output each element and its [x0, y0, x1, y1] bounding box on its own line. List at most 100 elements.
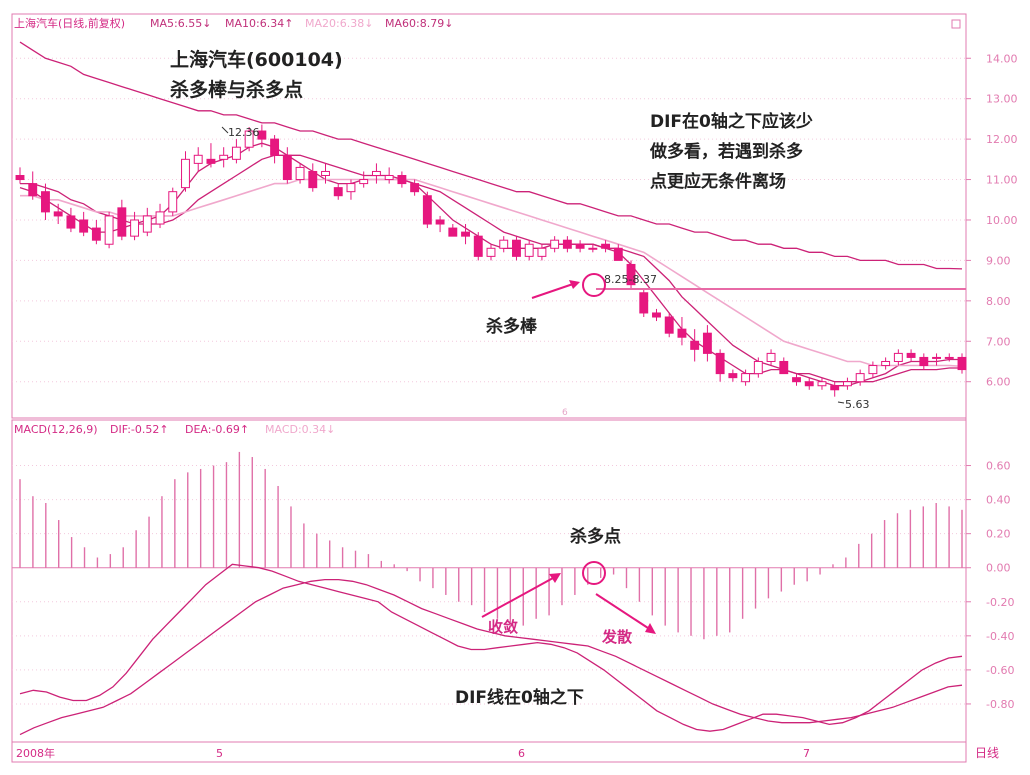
diverge-arrow	[595, 593, 649, 629]
candle-down	[282, 154, 292, 181]
candle-down	[652, 312, 661, 318]
price-tick-label: 7.00	[986, 335, 1011, 348]
candle-up	[855, 373, 865, 383]
candle-down	[79, 219, 89, 233]
candle-down	[53, 211, 63, 217]
candle-up	[321, 170, 330, 177]
macd-lines	[19, 563, 963, 736]
macd-axis-ticks: 0.60 0.40 0.20 0.00 -0.20 -0.40 -0.60 -0.80	[966, 460, 1014, 711]
dif-label: DIF:-0.52↑	[110, 423, 169, 436]
ma20-label: MA20:6.38↓	[305, 17, 373, 30]
title-line2: 杀多棒与杀多点	[170, 78, 303, 101]
candle-down	[626, 263, 636, 286]
candle-down	[28, 183, 38, 197]
candle-down	[15, 175, 25, 181]
candle-up	[537, 247, 547, 257]
ma60-label: MA60:8.79↓	[385, 17, 453, 30]
macd-tick-label: -0.40	[986, 630, 1014, 643]
candle-up	[868, 365, 878, 375]
note-line1: DIF在0轴之下应该少	[650, 111, 813, 132]
ma-line-ma20	[20, 178, 963, 368]
candle-up	[766, 352, 776, 362]
candle-down	[206, 158, 216, 164]
candle-up	[155, 211, 165, 225]
candle-down	[677, 328, 687, 338]
candle-down	[906, 352, 916, 358]
candle-up	[371, 170, 381, 177]
candle-up	[142, 215, 152, 233]
candle-down	[117, 207, 127, 237]
macd-tick-label: 0.40	[986, 494, 1011, 507]
candle-up	[193, 154, 203, 164]
candle-down	[575, 243, 585, 249]
candle-down	[435, 219, 445, 225]
candle-down	[461, 231, 470, 237]
candle-up	[932, 356, 941, 359]
note-line3: 点更应无条件离场	[650, 171, 786, 192]
candle-up	[295, 166, 305, 181]
candle-down	[448, 227, 458, 237]
candle-down	[715, 352, 725, 375]
candle-down	[664, 316, 674, 334]
note-line2: 做多看，若遇到杀多	[649, 141, 803, 162]
candle-down	[690, 340, 700, 350]
ma10-label: MA10:6.34↑	[225, 17, 293, 30]
low-mark: 5.63	[845, 398, 870, 411]
kill-bar-label: 杀多棒	[486, 316, 538, 337]
candle-up	[741, 373, 751, 383]
candle-down	[257, 130, 267, 140]
price-tick-label: 9.00	[986, 254, 1011, 267]
macd-tick-label: -0.80	[986, 698, 1014, 711]
candle-down	[728, 373, 738, 379]
range-mark: 8.25-8.37	[604, 273, 657, 286]
candle-down	[397, 175, 407, 185]
macd-value-label: MACD:0.34↓	[265, 423, 335, 436]
ma-line-ma60	[19, 41, 963, 270]
time-label-may: 5	[216, 747, 223, 760]
dea-label: DEA:-0.69↑	[185, 423, 249, 436]
kill-point-label: 杀多点	[570, 526, 621, 547]
candle-up	[588, 247, 598, 250]
kill-bar-circle	[582, 273, 606, 297]
candle-up	[842, 381, 852, 387]
candle-up	[168, 191, 178, 213]
candle-down	[562, 239, 572, 249]
candle-down	[333, 187, 343, 197]
stock-label: 上海汽车(日线,前复权)	[14, 16, 125, 30]
macd-tick-label: 0.60	[986, 460, 1011, 473]
dif-below-label: DIF线在0轴之下	[455, 687, 584, 708]
candle-up	[499, 239, 509, 249]
candle-up	[346, 183, 356, 193]
period-label[interactable]: 日线	[975, 746, 999, 760]
converge-label: 收敛	[488, 618, 518, 636]
price-tick-label: 8.00	[986, 295, 1011, 308]
candle-up	[524, 243, 534, 257]
high-mark-pointer	[221, 126, 229, 134]
macd-tick-label: 0.20	[986, 528, 1011, 541]
panel-toggle-icon[interactable]	[951, 19, 961, 29]
converge-arrow	[481, 577, 554, 618]
time-label-year: 2008年	[16, 746, 55, 760]
kill-bar-arrowhead	[569, 280, 580, 289]
high-mark: 12.36	[228, 126, 260, 139]
time-label-june: 6	[518, 747, 525, 760]
title-line1: 上海汽车(600104)	[170, 48, 343, 71]
candle-up	[181, 158, 190, 189]
candle-up	[104, 215, 114, 245]
candle-down	[919, 356, 929, 367]
candle-up	[384, 175, 394, 181]
price-tick-label: 13.00	[986, 93, 1018, 106]
candle-up	[817, 381, 827, 387]
candle-down	[410, 183, 420, 193]
price-tick-label: 12.00	[986, 133, 1018, 146]
macd-tick-label: -0.60	[986, 664, 1014, 677]
low-mark-pointer	[837, 401, 845, 404]
diverge-label: 发散	[601, 628, 633, 646]
converge-arrowhead	[549, 573, 561, 583]
candle-down	[41, 191, 50, 213]
diverge-arrowhead	[645, 623, 656, 634]
candle-up	[486, 247, 496, 257]
candle-down	[804, 381, 814, 387]
